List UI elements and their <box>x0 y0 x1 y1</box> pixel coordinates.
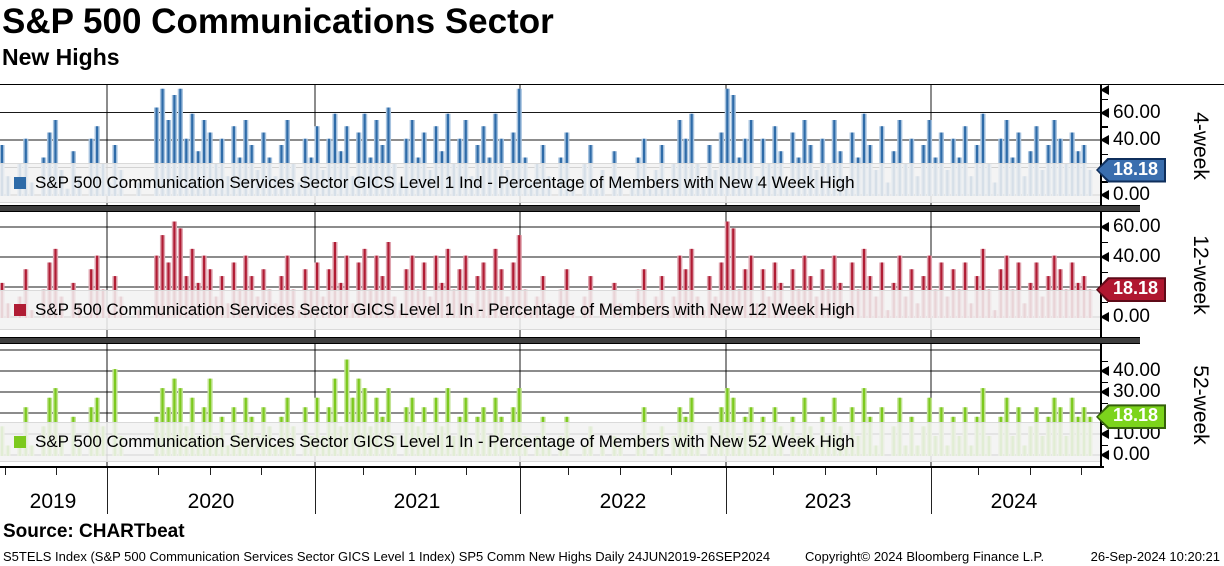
panel-52-week: S&P 500 Communication Services Sector GI… <box>0 344 1224 466</box>
x-quarter-tick <box>773 468 775 475</box>
x-quarter-tick <box>875 468 877 475</box>
y-tick-arrow <box>1100 252 1109 262</box>
legend-marker-4-week <box>14 177 26 189</box>
y-tick-arrow <box>1100 135 1109 145</box>
x-year-separator <box>931 466 932 514</box>
y-axis-12-week <box>1100 212 1102 337</box>
legend-label-4-week: S&P 500 Communication Services Sector GI… <box>35 173 855 192</box>
x-year-separator <box>726 466 727 514</box>
x-quarter-tick <box>363 468 365 475</box>
x-quarter-tick <box>4 468 6 475</box>
y-tick-minor <box>1101 126 1108 128</box>
y-tick-minor <box>1101 360 1108 362</box>
page-subtitle: New Highs <box>2 44 120 70</box>
y-tick-minor <box>1101 302 1108 304</box>
y-tick-arrow <box>1100 366 1109 376</box>
legend-label-52-week: S&P 500 Communication Services Sector GI… <box>35 432 855 451</box>
x-quarter-tick <box>568 468 570 475</box>
footer-security-description: S5TELS Index (S&P 500 Communication Serv… <box>3 549 771 564</box>
x-quarter-tick <box>670 468 672 475</box>
x-year-label: 2022 <box>599 490 647 513</box>
x-axis-strip: 2019 2020 2021 2022 2023 2024 <box>0 466 1224 518</box>
panel-side-label-12-week: 12-week <box>1189 234 1212 315</box>
panel-4-week: S&P 500 Communication Services Sector GI… <box>0 84 1224 206</box>
y-tick-label: 60.00 <box>1113 101 1161 123</box>
x-year-label: 2021 <box>393 490 441 513</box>
panel-divider <box>0 205 1140 212</box>
y-tick-arrow <box>1100 222 1109 232</box>
y-tick-label: 40.00 <box>1113 246 1161 267</box>
x-year-separator <box>107 466 108 514</box>
x-year-separator <box>315 466 316 514</box>
y-tick-label: 30.00 <box>1113 381 1161 402</box>
y-tick-minor <box>1101 402 1108 404</box>
x-quarter-tick <box>209 468 211 475</box>
x-axis-line <box>0 466 1104 468</box>
y-tick-arrow <box>1100 85 1109 95</box>
panel-12-week: S&P 500 Communication Services Sector GI… <box>0 212 1224 337</box>
y-axis-4-week <box>1100 85 1102 206</box>
page-title: S&P 500 Communications Sector <box>2 2 554 41</box>
y-tick-minor <box>1101 242 1108 244</box>
last-value-badge-12-week: 18.18 <box>1096 277 1166 303</box>
y-tick-arrow <box>1100 190 1109 200</box>
x-year-label: 2019 <box>29 490 77 513</box>
footer-copyright: Copyright© 2024 Bloomberg Finance L.P. <box>805 549 1045 564</box>
x-year-label: 2023 <box>804 490 852 513</box>
y-tick-minor <box>1101 98 1108 101</box>
x-year-label: 2020 <box>187 490 235 513</box>
x-quarter-tick <box>158 468 160 475</box>
x-quarter-tick <box>414 468 416 475</box>
x-quarter-tick <box>1080 468 1082 475</box>
y-tick-minor <box>1101 381 1108 383</box>
y-tick-arrow <box>1100 450 1109 460</box>
legend-marker-12-week <box>14 304 26 316</box>
x-quarter-tick <box>1029 468 1031 475</box>
legend-marker-52-week <box>14 436 26 448</box>
y-tick-arrow <box>1100 312 1109 322</box>
y-tick-label: 40.00 <box>1113 360 1161 381</box>
x-quarter-tick <box>260 468 262 475</box>
y-tick-minor <box>1101 272 1108 274</box>
y-tick-arrow <box>1100 429 1109 439</box>
last-value-badge-4-week: 18.18 <box>1096 157 1166 183</box>
x-quarter-tick <box>465 468 467 475</box>
x-year-label: 2024 <box>990 490 1038 513</box>
y-tick-minor <box>1101 444 1108 446</box>
x-quarter-tick <box>55 468 57 475</box>
panel-side-label-52-week: 52-week <box>1189 365 1212 445</box>
legend-strip-12-week: S&P 500 Communication Services Sector GI… <box>0 290 1100 330</box>
y-tick-label: 0.00 <box>1113 306 1150 327</box>
y-tick-label: 40.00 <box>1113 129 1161 150</box>
y-tick-minor <box>1101 181 1108 183</box>
last-value-52-week: 18.18 <box>1113 405 1159 426</box>
legend-strip-52-week: S&P 500 Communication Services Sector GI… <box>0 422 1100 462</box>
source-label: Source: CHARTbeat <box>3 521 185 542</box>
x-quarter-tick <box>619 468 621 475</box>
y-tick-label: 60.00 <box>1113 216 1161 237</box>
x-quarter-tick <box>978 468 980 475</box>
y-tick-minor <box>1101 153 1108 156</box>
legend-strip-4-week: S&P 500 Communication Services Sector GI… <box>0 163 1100 203</box>
last-value-12-week: 18.18 <box>1113 278 1159 299</box>
y-tick-arrow <box>1100 387 1109 397</box>
y-tick-label: 0.00 <box>1113 184 1150 205</box>
x-quarter-tick <box>824 468 826 475</box>
x-year-separator <box>520 466 521 514</box>
legend-label-12-week: S&P 500 Communication Services Sector GI… <box>35 300 855 319</box>
y-tick-arrow <box>1100 107 1109 118</box>
y-tick-label: 0.00 <box>1113 444 1150 465</box>
panel-side-label-4-week: 4-week <box>1189 111 1212 180</box>
footer-timestamp: 26-Sep-2024 10:20:21 <box>1090 549 1220 564</box>
last-value-badge-52-week: 18.18 <box>1096 404 1166 430</box>
panel-divider <box>0 337 1140 344</box>
last-value-4-week: 18.18 <box>1113 158 1159 179</box>
y-axis-52-week <box>1100 344 1102 466</box>
